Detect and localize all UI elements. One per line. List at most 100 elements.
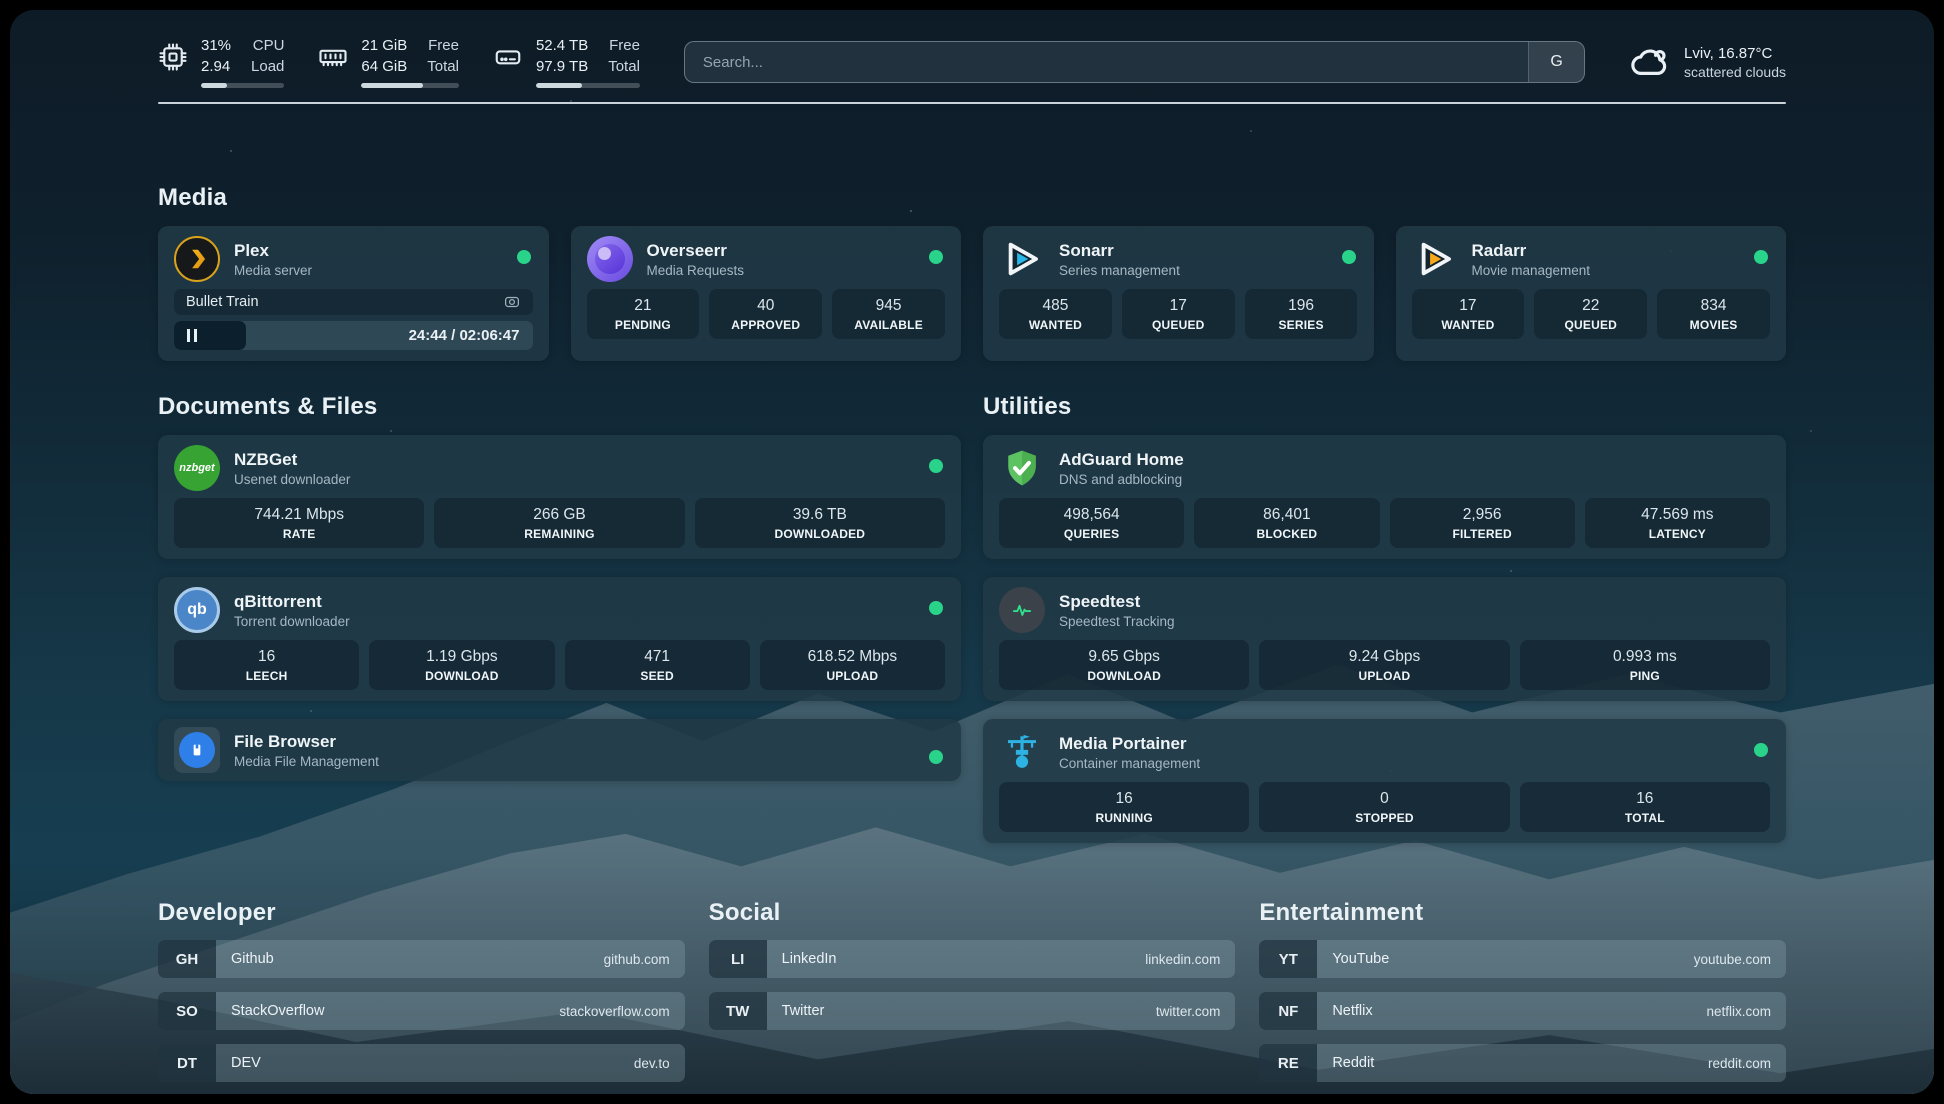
cloud-icon [1629,41,1671,83]
bookmark-linkedin[interactable]: LI LinkedIn linkedin.com [708,940,1236,978]
bookmark-netflix[interactable]: NF Netflix netflix.com [1259,992,1786,1030]
bookmark-abbr: SO [158,992,216,1030]
status-dot [929,459,943,473]
qbittorrent-icon: qb [174,587,220,633]
entertainment-column: Entertainment YT YouTube youtube.com NF … [1259,899,1786,1094]
bookmark-name: Twitter [781,1003,825,1019]
disk-free-label: Free [609,37,640,54]
utilities-column: Utilities Ad [983,393,1786,861]
cpu-icon [158,42,188,72]
playback-progress-bar[interactable]: 24:44 / 02:06:47 [174,321,533,350]
stat-upload: 618.52 Mbps UPLOAD [759,640,945,690]
cpu-monitor: 31% CPU 2.94 Load [158,36,285,88]
stat-stopped: 0 STOPPED [1259,782,1510,832]
memory-total-label: Total [427,58,459,75]
topbar-divider [158,102,1786,104]
service-name: Speedtest [1059,592,1141,611]
cpu-load-label: Load [251,58,285,75]
stat-running: 16 RUNNING [999,782,1250,832]
stat-remaining: 266 GB REMAINING [434,498,685,548]
status-dot [516,250,531,264]
now-playing-title: Bullet Train [186,294,259,310]
bookmark-reddit[interactable]: RE Reddit reddit.com [1259,1044,1786,1082]
service-card-nzbget[interactable]: nzbget NZBGet Usenet downloader 744.21 M… [158,435,961,559]
service-name: Sonarr [1059,241,1114,260]
sonarr-icon [999,236,1045,282]
section-bookmarks: Developer GH Github github.com SO StackO… [158,899,1786,1094]
disk-icon [493,42,523,72]
bookmark-url: stackoverflow.com [559,1003,670,1019]
documents-column: Documents & Files nzbget NZBGet Usenet d… [158,393,961,861]
stat-filtered: 2,956 FILTERED [1389,498,1575,548]
video-icon [503,293,521,311]
plex-icon [174,236,220,282]
filebrowser-icon [174,727,220,773]
service-card-sonarr[interactable]: Sonarr Series management 485 WANTED 1 [983,226,1374,361]
radarr-icon [1412,236,1458,282]
social-column: Social LI LinkedIn linkedin.com TW Twitt… [708,899,1236,1094]
pause-icon[interactable] [187,329,197,342]
bookmark-twitter[interactable]: TW Twitter twitter.com [708,992,1236,1030]
stat-queued: 22 QUEUED [1534,289,1648,339]
bookmark-github[interactable]: GH Github github.com [158,940,685,978]
disk-total-label: Total [608,58,640,75]
service-subtitle: DNS and adblocking [1059,472,1183,487]
overseerr-icon [586,236,633,282]
bookmark-abbr: RE [1259,1044,1318,1082]
bookmark-stackoverflow[interactable]: SO StackOverflow stackoverflow.com [158,992,685,1030]
status-dot [929,250,943,264]
service-name: Plex [234,241,269,260]
bookmark-name: LinkedIn [781,951,837,967]
service-card-qbittorrent[interactable]: qb qBittorrent Torrent downloader 16 [158,577,961,701]
disk-free-value: 52.4 TB [535,37,589,54]
service-card-filebrowser[interactable]: File Browser Media File Management [158,719,961,781]
service-name: File Browser [234,732,337,751]
service-card-radarr[interactable]: Radarr Movie management 17 WANTED 22 [1395,226,1786,361]
stat-leech: 16 LEECH [174,640,360,690]
service-name: Media Portainer [1059,734,1187,753]
service-card-overseerr[interactable]: Overseerr Media Requests 21 PENDING 4 [570,226,961,361]
stat-blocked: 86,401 BLOCKED [1194,498,1380,548]
dashboard-panel: 31% CPU 2.94 Load [10,10,1934,1094]
memory-free-label: Free [428,37,459,54]
bookmark-name: Reddit [1332,1055,1375,1071]
memory-icon [318,42,348,72]
bookmark-dev[interactable]: DT DEV dev.to [158,1044,685,1082]
stat-download: 1.19 Gbps DOWNLOAD [369,640,555,690]
search-bar[interactable]: G [683,41,1586,83]
bookmark-url: netflix.com [1706,1003,1771,1019]
service-subtitle: Media Requests [646,263,745,278]
search-input[interactable] [684,42,1529,82]
memory-free-value: 21 GiB [361,37,408,54]
stat-wanted: 485 WANTED [999,289,1112,339]
disk-progress-bar [535,83,640,88]
bookmark-youtube[interactable]: YT YouTube youtube.com [1259,940,1786,978]
disk-total-value: 97.9 TB [535,58,589,75]
portainer-icon [999,729,1045,775]
playback-time: 24:44 / 02:06:47 [408,327,520,344]
search-provider-button[interactable]: G [1528,42,1585,82]
service-subtitle: Usenet downloader [234,472,351,487]
memory-total-value: 64 GiB [361,58,408,75]
service-card-portainer[interactable]: Media Portainer Container management 16 … [983,719,1786,843]
status-dot [1341,250,1356,264]
stat-series: 196 SERIES [1244,289,1358,339]
status-dot [1754,743,1768,757]
service-card-adguard[interactable]: AdGuard Home DNS and adblocking 498,564 … [983,435,1786,559]
service-card-plex[interactable]: Plex Media server Bullet Train [158,226,549,361]
stat-approved: 40 APPROVED [709,289,823,339]
section-media: Media [158,184,1786,361]
status-dot [929,750,943,764]
bookmark-name: Github [231,951,274,967]
service-card-speedtest[interactable]: Speedtest Speedtest Tracking 9.65 Gbps D… [983,577,1786,701]
bookmark-abbr: YT [1259,940,1318,978]
bookmark-abbr: GH [158,940,216,978]
stat-downloaded: 39.6 TB DOWNLOADED [694,498,945,548]
service-subtitle: Torrent downloader [234,614,350,629]
bookmark-url: github.com [603,951,670,967]
section-title-entertainment: Entertainment [1259,899,1424,926]
bookmark-name: YouTube [1332,951,1390,967]
bookmark-url: linkedin.com [1145,951,1221,967]
weather-condition: scattered clouds [1684,63,1786,80]
status-dot [929,601,943,615]
